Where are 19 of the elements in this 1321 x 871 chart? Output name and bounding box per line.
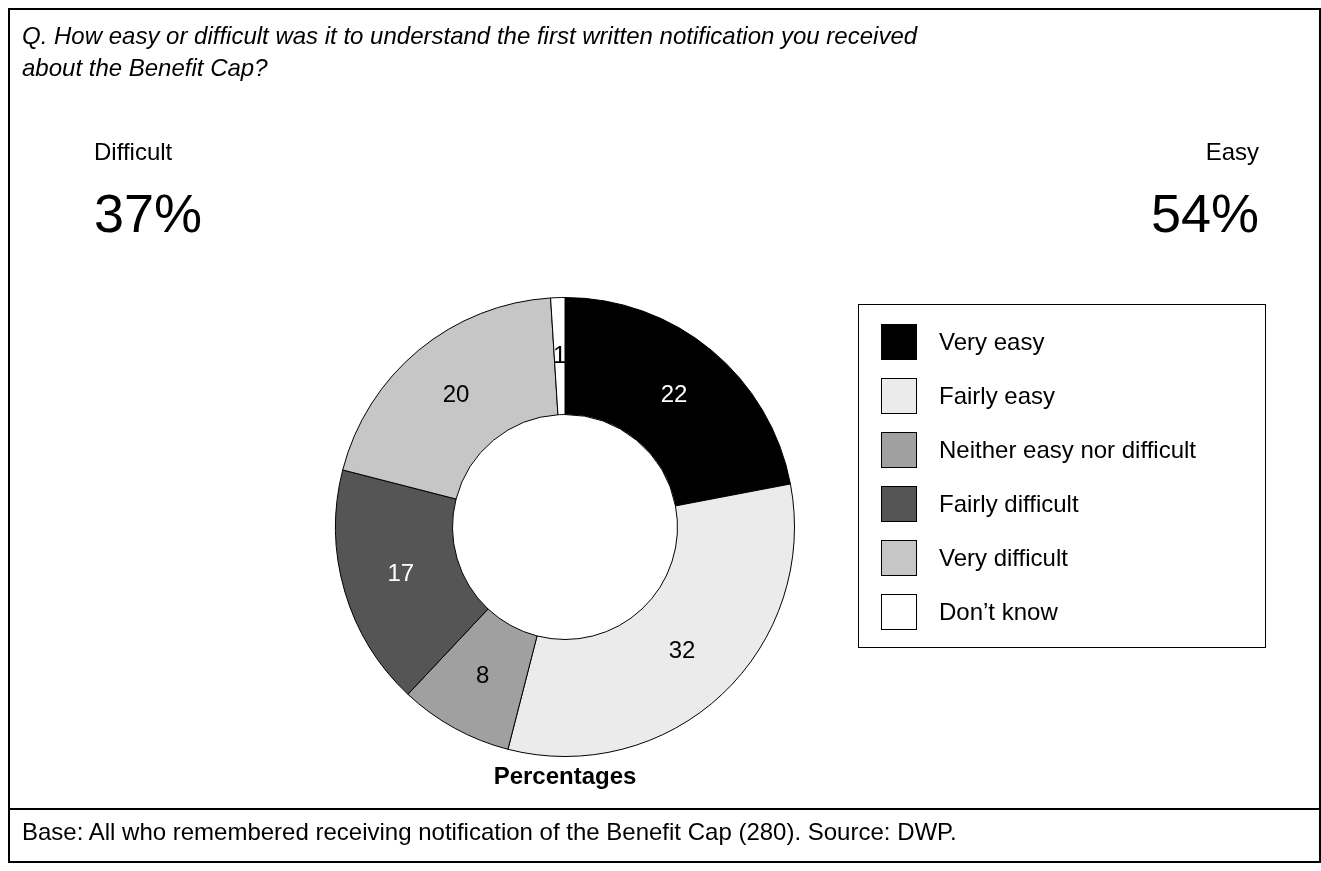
legend-label: Very easy: [939, 328, 1045, 356]
legend-label: Don’t know: [939, 598, 1058, 626]
data-label: 1: [552, 340, 567, 368]
data-label: 20: [442, 379, 470, 407]
chart-title: Q. How easy or difficult was it to understand the first written notification you received about the Benefit Cap?: [22, 21, 919, 83]
data-label: 17: [387, 559, 415, 587]
legend-label: Fairly easy: [939, 382, 1056, 410]
legend-label: Very difficult: [939, 544, 1068, 572]
text: Easy: [1205, 138, 1259, 166]
text: Base: All who remembered receiving notification of the Benefit Cap (280). Source: DWP.: [10, 808, 1319, 846]
data-label: 8: [475, 661, 490, 689]
text: Difficult: [94, 138, 173, 166]
text: 37%: [94, 182, 203, 244]
data-label: 32: [668, 636, 696, 664]
legend-label: Neither easy nor difficult: [939, 436, 1197, 464]
text: 54%: [1150, 182, 1259, 244]
data-label: 22: [660, 379, 688, 407]
legend-label: Fairly difficult: [939, 490, 1079, 518]
text: Percentages: [492, 762, 638, 790]
